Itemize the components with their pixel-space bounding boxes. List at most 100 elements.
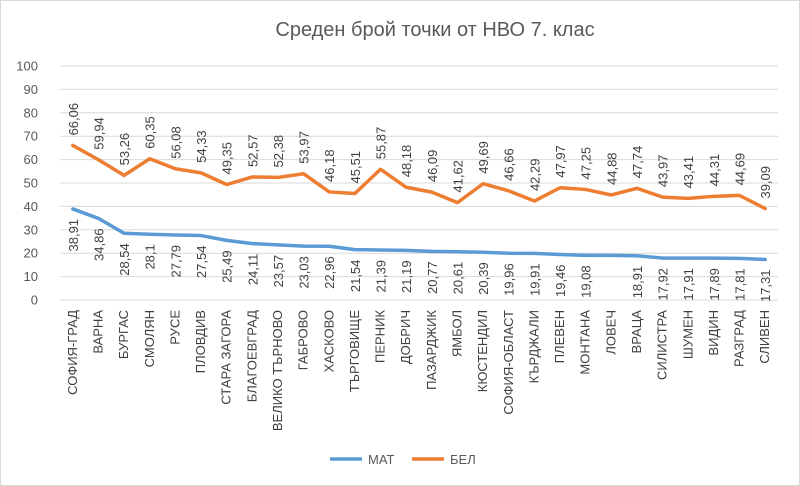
x-tick-label: ВРАЦА bbox=[629, 310, 644, 354]
data-label-bel: 46,66 bbox=[502, 148, 517, 181]
x-tick-label: ШУМЕН bbox=[680, 310, 695, 359]
x-tick-label: ВАРНА bbox=[90, 310, 105, 354]
y-tick-label: 20 bbox=[24, 246, 38, 261]
series-line-bel bbox=[71, 143, 767, 211]
x-tick-label: ПЕРНИК bbox=[373, 310, 388, 363]
y-tick-label: 70 bbox=[24, 129, 38, 144]
x-tick-label: ПЛЕВЕН bbox=[552, 310, 567, 363]
data-label-mat: 28,1 bbox=[143, 244, 158, 269]
data-label-mat: 25,49 bbox=[220, 250, 235, 283]
data-label-mat: 21,39 bbox=[374, 260, 389, 293]
data-label-mat: 19,96 bbox=[502, 263, 517, 296]
data-label-bel: 59,94 bbox=[91, 117, 106, 150]
data-label-bel: 47,97 bbox=[553, 145, 568, 178]
x-tick-label: ВИДИН bbox=[706, 310, 721, 356]
data-label-bel: 46,09 bbox=[425, 150, 440, 183]
x-tick-label: ТЪРГОВИЩЕ bbox=[347, 310, 362, 393]
legend: МАТ БЕЛ bbox=[330, 452, 476, 467]
data-label-mat: 20,77 bbox=[425, 261, 440, 294]
series-line-mat bbox=[71, 207, 767, 262]
y-tick-label: 80 bbox=[24, 105, 38, 120]
data-label-bel: 66,06 bbox=[66, 103, 81, 136]
data-label-bel: 47,74 bbox=[630, 146, 645, 179]
data-label-mat: 23,03 bbox=[297, 256, 312, 289]
data-label-bel: 53,97 bbox=[297, 131, 312, 164]
legend-label-mat: МАТ bbox=[368, 452, 394, 467]
y-axis: 0 10 20 30 40 50 60 70 80 90 100 bbox=[16, 59, 38, 308]
x-tick-label: ДОБРИЧ bbox=[398, 310, 413, 364]
data-label-bel: 52,38 bbox=[271, 135, 286, 168]
data-label-bel: 45,51 bbox=[348, 151, 363, 184]
data-label-bel: 47,25 bbox=[579, 147, 594, 180]
y-tick-label: 90 bbox=[24, 82, 38, 97]
data-label-mat: 19,46 bbox=[553, 264, 568, 297]
data-label-mat: 20,61 bbox=[450, 262, 465, 295]
data-label-mat: 20,39 bbox=[476, 262, 491, 295]
x-tick-label: СМОЛЯН bbox=[142, 310, 157, 367]
data-label-mat: 27,79 bbox=[168, 245, 183, 278]
data-label-bel: 44,69 bbox=[733, 153, 748, 186]
data-label-mat: 17,91 bbox=[681, 268, 696, 301]
x-tick-label: ВЕЛИКО ТЪРНОВО bbox=[270, 310, 285, 431]
x-tick-label: СОФИЯ-ОБЛАСТ bbox=[501, 310, 516, 415]
data-label-mat: 27,54 bbox=[194, 246, 209, 279]
data-label-bel: 43,41 bbox=[681, 156, 696, 189]
data-label-mat: 22,96 bbox=[322, 256, 337, 289]
x-tick-label: ПАЗАРДЖИК bbox=[424, 310, 439, 390]
data-label-bel: 55,87 bbox=[374, 127, 389, 160]
data-label-bel: 44,88 bbox=[604, 152, 619, 185]
chart-title: Среден брой точки от НВО 7. клас bbox=[275, 19, 594, 41]
x-tick-label: КЮСТЕНДИЛ bbox=[475, 310, 490, 392]
x-tick-label: ПЛОВДИВ bbox=[193, 310, 208, 373]
data-label-mat: 19,08 bbox=[579, 265, 594, 298]
x-tick-label: РАЗГРАД bbox=[732, 310, 747, 367]
data-label-mat: 21,54 bbox=[348, 260, 363, 293]
data-label-bel: 46,18 bbox=[322, 149, 337, 182]
data-label-mat: 23,57 bbox=[271, 255, 286, 288]
y-tick-label: 40 bbox=[24, 199, 38, 214]
data-label-mat: 19,91 bbox=[527, 263, 542, 296]
x-tick-label: МОНТАНА bbox=[578, 310, 593, 375]
y-tick-label: 30 bbox=[24, 222, 38, 237]
data-label-mat: 38,91 bbox=[66, 219, 81, 252]
data-label-mat: 17,92 bbox=[656, 268, 671, 301]
data-label-bel: 44,31 bbox=[707, 154, 722, 187]
y-tick-label: 100 bbox=[16, 59, 38, 74]
data-label-mat: 17,31 bbox=[758, 269, 773, 302]
data-label-mat: 18,91 bbox=[630, 266, 645, 299]
data-label-bel: 39,09 bbox=[758, 166, 773, 199]
data-label-mat: 21,19 bbox=[399, 260, 414, 293]
data-label-bel: 43,97 bbox=[656, 155, 671, 188]
data-label-mat: 17,89 bbox=[707, 268, 722, 301]
data-label-mat: 24,11 bbox=[245, 254, 260, 286]
x-tick-label: СЛИВЕН bbox=[757, 310, 772, 364]
y-tick-label: 50 bbox=[24, 176, 38, 191]
data-label-bel: 41,62 bbox=[450, 160, 465, 193]
data-label-bel: 48,18 bbox=[399, 145, 414, 178]
data-label-bel: 56,08 bbox=[168, 126, 183, 159]
y-tick-label: 10 bbox=[24, 269, 38, 284]
x-tick-label: СОФИЯ-ГРАД bbox=[65, 310, 80, 395]
data-label-mat: 28,54 bbox=[117, 243, 132, 276]
data-label-bel: 60,35 bbox=[143, 116, 158, 149]
x-tick-label: БУРГАС bbox=[116, 310, 131, 359]
x-tick-label: КЪРДЖАЛИ bbox=[526, 310, 541, 383]
data-label-mat: 17,81 bbox=[733, 268, 748, 301]
data-label-bel: 49,69 bbox=[476, 141, 491, 174]
data-label-mat: 34,86 bbox=[91, 228, 106, 261]
x-tick-label: ХАСКОВО bbox=[321, 310, 336, 372]
legend-label-bel: БЕЛ bbox=[450, 452, 476, 467]
y-tick-label: 60 bbox=[24, 152, 38, 167]
x-tick-label: ЛОВЕЧ bbox=[603, 310, 618, 355]
y-tick-label: 0 bbox=[31, 293, 38, 308]
x-tick-label: БЛАГОЕВГРАД bbox=[244, 310, 259, 402]
x-tick-label: СИЛИСТРА bbox=[655, 310, 670, 380]
data-label-bel: 42,29 bbox=[527, 158, 542, 191]
data-label-bel: 49,35 bbox=[220, 142, 235, 175]
x-tick-label: РУСЕ bbox=[167, 310, 182, 345]
series-lines bbox=[71, 143, 767, 262]
data-label-bel: 52,57 bbox=[245, 134, 260, 167]
data-label-bel: 53,26 bbox=[117, 133, 132, 166]
